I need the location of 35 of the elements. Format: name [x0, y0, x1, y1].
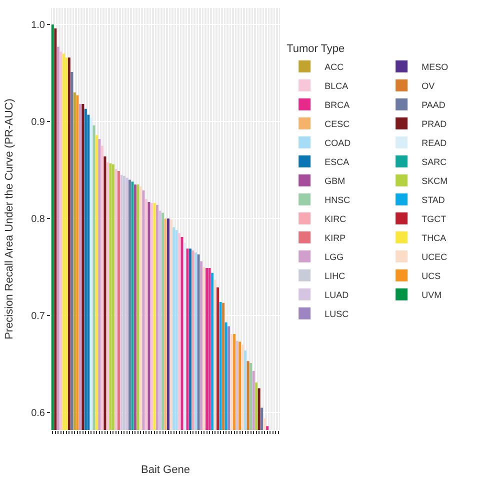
y-tick-label: 1.0	[31, 20, 46, 31]
legend-label: SKCM	[422, 176, 448, 186]
y-tick-label: 0.6	[31, 408, 46, 420]
y-tick-label: 0.8	[31, 214, 46, 226]
legend-title: Tumor Type	[286, 42, 345, 55]
legend-label: KIRP	[324, 232, 346, 243]
x-axis-title: Bait Gene	[141, 464, 190, 476]
legend-label: UVM	[422, 290, 442, 300]
legend-label: UCEC	[422, 252, 448, 262]
legend-label: PRAD	[422, 118, 448, 129]
legend-label: LUSC	[324, 308, 350, 319]
legend-label: MESO	[422, 62, 448, 72]
legend-label: STAD	[422, 194, 446, 205]
legend-label: OV	[422, 80, 435, 91]
legend-label: LUAD	[324, 290, 350, 300]
legend-label: UCS	[422, 270, 441, 281]
y-axis-title: Precision Recall Area Under the Curve (PR-AUC)	[4, 98, 16, 340]
legend-label: ESCA	[324, 156, 350, 167]
legend-label: SARC	[422, 156, 448, 167]
legend-label: CESC	[324, 118, 350, 129]
legend-label: BLCA	[324, 80, 348, 91]
legend-label: ACC	[324, 62, 344, 72]
y-tick-label: 0.9	[31, 117, 46, 128]
legend-label: LIHC	[324, 270, 346, 281]
legend-label: COAD	[324, 138, 352, 148]
legend-label: READ	[422, 138, 448, 148]
legend-label: HNSC	[324, 194, 351, 205]
y-tick-label: 0.7	[31, 311, 46, 322]
legend-label: GBM	[324, 176, 346, 186]
legend-label: TGCT	[422, 214, 447, 224]
legend-label: BRCA	[324, 100, 350, 110]
legend-label: LGG	[324, 252, 344, 262]
legend-label: THCA	[422, 232, 446, 243]
legend-label: PAAD	[422, 100, 446, 110]
legend-label: KIRC	[324, 214, 347, 224]
